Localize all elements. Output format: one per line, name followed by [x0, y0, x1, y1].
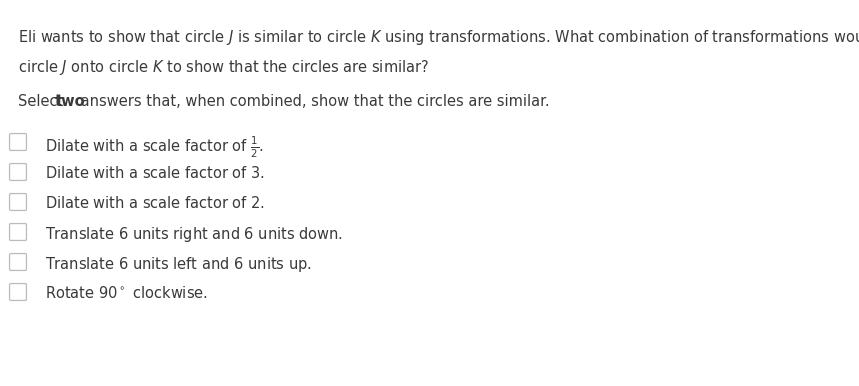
Text: circle $J$ onto circle $K$ to show that the circles are similar?: circle $J$ onto circle $K$ to show that … [18, 58, 429, 78]
FancyBboxPatch shape [9, 164, 27, 180]
Text: Dilate with a scale factor of $2$.: Dilate with a scale factor of $2$. [45, 195, 265, 211]
Text: Rotate $90^\circ$ clockwise.: Rotate $90^\circ$ clockwise. [45, 284, 208, 301]
Text: Dilate with a scale factor of $\frac{1}{2}$.: Dilate with a scale factor of $\frac{1}{… [45, 135, 264, 160]
FancyBboxPatch shape [9, 193, 27, 210]
Text: Translate $6$ units left and $6$ units up.: Translate $6$ units left and $6$ units u… [45, 255, 312, 274]
FancyBboxPatch shape [9, 254, 27, 271]
FancyBboxPatch shape [9, 134, 27, 151]
Text: two: two [54, 94, 85, 109]
Text: answers that, when combined, show that the circles are similar.: answers that, when combined, show that t… [76, 94, 550, 109]
FancyBboxPatch shape [9, 284, 27, 300]
Text: Select: Select [18, 94, 68, 109]
Text: Translate $6$ units right and $6$ units down.: Translate $6$ units right and $6$ units … [45, 225, 343, 244]
FancyBboxPatch shape [9, 223, 27, 240]
Text: Eli wants to show that circle $J$ is similar to circle $K$ using transformations: Eli wants to show that circle $J$ is sim… [18, 28, 859, 47]
Text: Dilate with a scale factor of $3$.: Dilate with a scale factor of $3$. [45, 165, 265, 181]
